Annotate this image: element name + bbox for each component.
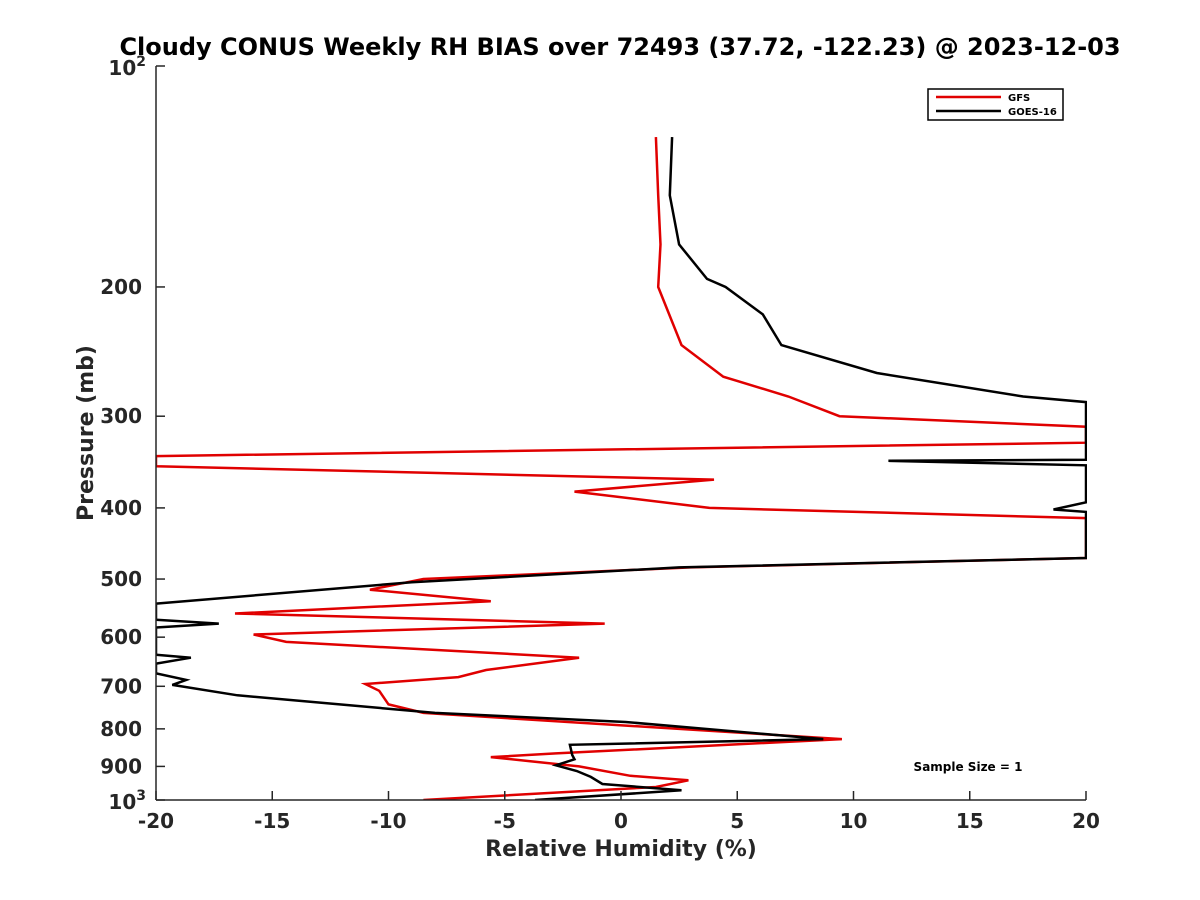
- y-tick-label: 900: [100, 754, 142, 778]
- legend-label-goes16: GOES-16: [1008, 107, 1057, 118]
- x-tick-label: 20: [1072, 809, 1100, 833]
- legend-label-gfs: GFS: [1008, 93, 1030, 104]
- chart-title: Cloudy CONUS Weekly RH BIAS over 72493 (…: [119, 33, 1120, 61]
- y-tick-label: 600: [100, 625, 142, 649]
- legend: GFS GOES-16: [927, 88, 1064, 121]
- legend-box: [927, 88, 1064, 121]
- series-line-gfs: [156, 137, 1087, 800]
- x-tick-label: -10: [370, 809, 406, 833]
- x-tick-label: 10: [840, 809, 868, 833]
- x-tick-label: 0: [614, 809, 628, 833]
- x-tick-label: 15: [956, 809, 984, 833]
- x-tick-label: -20: [138, 809, 174, 833]
- y-tick-label: 103: [108, 788, 146, 814]
- y-tick-label: 400: [100, 496, 142, 520]
- y-tick-label: 300: [100, 404, 142, 428]
- x-tick-label: 5: [730, 809, 744, 833]
- x-axis-label: Relative Humidity (%): [485, 837, 757, 862]
- plot-area: -20 -15 -10 -5 0 5 10 15 20 102 200 300 400 500 600 700…: [100, 54, 1100, 833]
- y-tick-label: 102: [108, 54, 146, 80]
- series-line-goes16: [156, 137, 1087, 800]
- sample-size-note: Sample Size = 1: [914, 760, 1023, 774]
- y-tick-label: 500: [100, 567, 142, 591]
- x-tick-label: -15: [254, 809, 290, 833]
- y-tick-label: 200: [100, 275, 142, 299]
- x-tick-label: -5: [494, 809, 516, 833]
- y-tick-label: 800: [100, 717, 142, 741]
- y-axis-label: Pressure (mb): [74, 345, 99, 521]
- y-tick-label: 700: [100, 674, 142, 698]
